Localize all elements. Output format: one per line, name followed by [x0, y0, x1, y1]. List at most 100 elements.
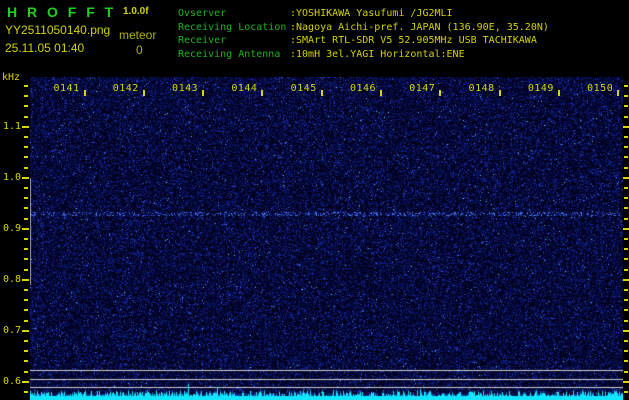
- freq-tick: [624, 85, 628, 87]
- freq-tick: [624, 370, 628, 373]
- freq-tick: [624, 391, 628, 393]
- freq-tick: [22, 176, 29, 179]
- observer-info-value: :Nagoya Aichi-pref. JAPAN (136.90E, 35.2…: [290, 21, 549, 33]
- time-tick: [498, 90, 501, 96]
- freq-tick: [24, 350, 28, 353]
- observer-row: Ovserver :YOSHIKAWA Yasufumi /JG2MLI: [178, 7, 549, 21]
- observer-row: Receiving Antenna :10mH 3el.YAGI Horizont…: [178, 48, 549, 62]
- app-title: H R O F F T: [7, 4, 117, 20]
- freq-tick: [624, 299, 628, 302]
- app-version: 1.0.0f: [123, 6, 149, 17]
- time-tick-label: 0143: [172, 83, 199, 94]
- freq-tick: [624, 136, 628, 138]
- freq-tick: [24, 299, 28, 302]
- freq-tick: [24, 391, 28, 393]
- freq-tick-label: 0.8: [2, 273, 21, 285]
- freq-tick: [623, 176, 629, 179]
- freq-tick: [22, 227, 29, 230]
- meteor-count-value: 0: [136, 43, 143, 57]
- time-tick-label: 0147: [409, 83, 436, 94]
- freq-tick: [24, 95, 28, 98]
- spectrogram-canvas: [30, 77, 623, 400]
- freq-tick: [24, 340, 28, 342]
- freq-tick: [624, 258, 628, 261]
- time-tick-label: 0145: [290, 83, 317, 94]
- time-tick-label: 0141: [53, 83, 80, 94]
- observer-info-value: :YOSHIKAWA Yasufumi /JG2MLI: [290, 8, 453, 19]
- freq-tick: [24, 197, 28, 200]
- observer-info-label: Receiving Antenna: [178, 48, 281, 60]
- freq-tick: [623, 329, 629, 332]
- time-tick-label: 0148: [468, 83, 495, 94]
- freq-tick: [623, 380, 629, 383]
- freq-tick: [624, 319, 628, 322]
- time-tick: [261, 90, 264, 96]
- observer-info-label: Ovserver: [178, 8, 227, 19]
- freq-tick: [624, 95, 628, 98]
- freq-tick: [623, 227, 629, 230]
- freq-tick: [624, 289, 628, 291]
- observer-info-value: :10mH 3el.YAGI Horizontal:ENE: [290, 48, 465, 60]
- observer-info: Ovserver:YOSHIKAWA Yasufumi /JG2MLI Recei…: [178, 7, 549, 61]
- freq-tick-label: 1.0: [2, 171, 21, 183]
- freq-tick: [624, 217, 628, 220]
- freq-tick: [624, 340, 628, 342]
- freq-tick: [624, 268, 628, 271]
- freq-tick: [24, 217, 28, 220]
- freq-tick: [22, 125, 29, 128]
- freq-tick: [624, 146, 628, 149]
- freq-tick-label: 0.9: [2, 222, 21, 234]
- time-tick: [380, 90, 382, 96]
- freq-tick: [24, 156, 28, 159]
- freq-tick: [624, 309, 628, 312]
- time-tick: [142, 90, 145, 96]
- freq-tick: [22, 380, 29, 383]
- time-tick: [83, 90, 86, 96]
- freq-tick: [24, 289, 28, 291]
- freq-tick: [24, 268, 28, 271]
- time-tick: [557, 90, 560, 96]
- freq-tick: [624, 105, 628, 108]
- freq-tick: [22, 278, 29, 281]
- freq-tick: [24, 309, 28, 312]
- freq-tick: [24, 146, 28, 149]
- freq-tick: [24, 105, 28, 108]
- freq-tick: [624, 207, 628, 210]
- freq-tick: [24, 187, 28, 189]
- freq-tick: [24, 115, 28, 118]
- time-tick-label: 0144: [231, 83, 258, 94]
- observer-info-label: Receiving Location: [178, 21, 287, 33]
- time-tick: [320, 90, 323, 96]
- freq-tick: [24, 136, 28, 138]
- freq-tick: [24, 166, 28, 169]
- freq-unit-label: kHz: [2, 72, 21, 83]
- freq-tick: [624, 166, 628, 169]
- time-tick: [202, 90, 205, 96]
- observer-info-label: Receiver: [178, 35, 227, 46]
- freq-tick: [624, 238, 628, 240]
- freq-tick: [624, 187, 628, 189]
- freq-tick: [24, 248, 28, 251]
- freq-tick: [24, 85, 28, 87]
- time-tick-label: 0146: [349, 83, 377, 94]
- freq-tick: [24, 207, 28, 210]
- observer-info-value: :SMArt RTL-SDR V5 52.905MHz USB TACHIKAW…: [290, 35, 537, 46]
- observer-row: Receiver :SMArt RTL-SDR V5 52.905MHz USB …: [178, 34, 549, 48]
- time-tick-label: 0149: [527, 83, 554, 94]
- time-tick: [439, 90, 442, 96]
- freq-tick: [623, 278, 629, 281]
- time-tick-label: 0150: [587, 83, 614, 94]
- freq-tick: [24, 258, 28, 261]
- time-tick: [617, 90, 620, 96]
- freq-tick-label: 0.7: [2, 324, 21, 336]
- freq-tick: [24, 370, 28, 373]
- freq-tick: [22, 329, 29, 332]
- capture-filename: YY2511050140.png: [5, 23, 111, 37]
- freq-tick: [624, 156, 628, 159]
- meteor-counter-label: meteor: [119, 28, 157, 42]
- time-tick-label: 0142: [112, 83, 139, 94]
- freq-tick: [624, 350, 628, 353]
- freq-tick: [24, 319, 28, 322]
- freq-tick: [624, 248, 628, 251]
